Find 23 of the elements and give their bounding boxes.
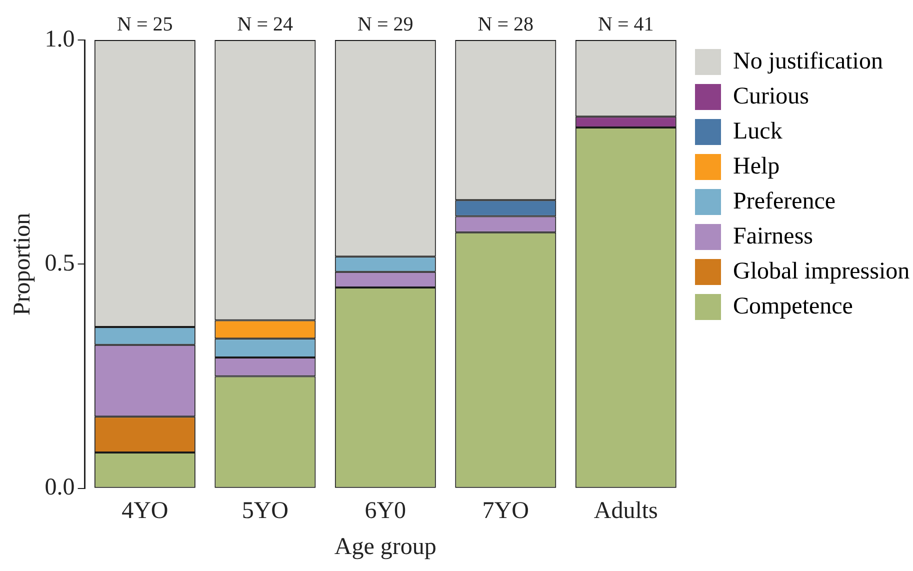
x-tick-label: 7YO	[482, 498, 529, 524]
legend-label: Preference	[733, 188, 836, 214]
y-tick-label: 0.5	[44, 250, 75, 276]
legend-label: Competence	[733, 293, 853, 320]
y-axis-title: Proportion	[10, 212, 36, 316]
x-axis-title: Age group	[334, 534, 436, 560]
annotation: N = 41	[598, 13, 654, 36]
annotation: N = 28	[478, 13, 534, 36]
annotation: N = 24	[237, 13, 294, 36]
x-tick-label: Adults	[594, 498, 658, 524]
legend-label: Fairness	[733, 223, 813, 250]
legend-label: No justification	[733, 48, 883, 74]
legend-label: Curious	[733, 83, 810, 110]
legend-label: Help	[733, 153, 780, 180]
annotation: N = 25	[117, 13, 173, 36]
y-tick-label: 1.0	[44, 26, 75, 52]
x-tick-label: 4YO	[122, 498, 168, 524]
x-tick-label: 6Y0	[364, 498, 406, 524]
legend-label: Global impression	[733, 258, 910, 284]
x-tick-label: 5YO	[242, 498, 288, 524]
legend-label: Luck	[733, 118, 782, 144]
annotation: N = 29	[358, 13, 414, 36]
y-tick-label: 0.0	[44, 474, 75, 501]
